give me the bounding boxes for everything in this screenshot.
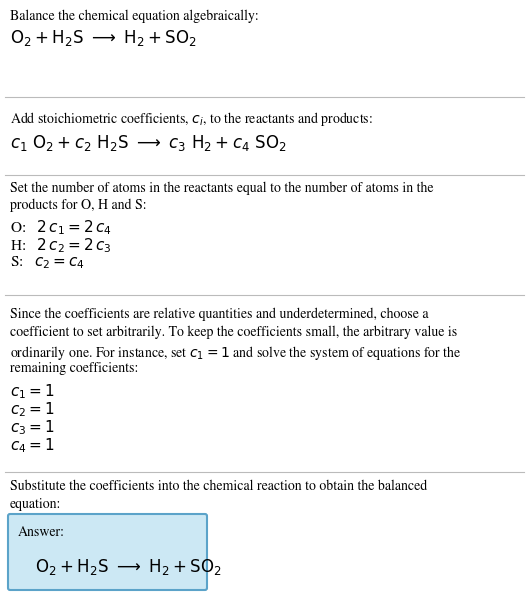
Text: $c_1 = 1$: $c_1 = 1$ [10,382,54,401]
Text: Substitute the coefficients into the chemical reaction to obtain the balanced: Substitute the coefficients into the che… [10,480,427,493]
Text: equation:: equation: [10,498,61,511]
Text: H:   $2\,c_2 = 2\,c_3$: H: $2\,c_2 = 2\,c_3$ [10,236,112,255]
Text: Add stoichiometric coefficients, $c_i$, to the reactants and products:: Add stoichiometric coefficients, $c_i$, … [10,110,373,128]
Text: Balance the chemical equation algebraically:: Balance the chemical equation algebraica… [10,10,259,24]
Text: remaining coefficients:: remaining coefficients: [10,362,139,375]
Text: $c_3 = 1$: $c_3 = 1$ [10,418,54,436]
Text: $\mathrm{O_2 + H_2S \ {\longrightarrow}\ H_2 + SO_2}$: $\mathrm{O_2 + H_2S \ {\longrightarrow}\… [10,28,197,48]
Text: $c_1\ \mathrm{O_2} + c_2\ \mathrm{H_2S} \ {\longrightarrow}\ c_3\ \mathrm{H_2} +: $c_1\ \mathrm{O_2} + c_2\ \mathrm{H_2S} … [10,133,287,153]
FancyBboxPatch shape [8,514,207,590]
Text: products for O, H and S:: products for O, H and S: [10,199,147,212]
Text: $\mathrm{O_2 + H_2S \ {\longrightarrow}\ H_2 + SO_2}$: $\mathrm{O_2 + H_2S \ {\longrightarrow}\… [35,557,222,577]
Text: S:   $c_2 = c_4$: S: $c_2 = c_4$ [10,254,85,271]
Text: ordinarily one. For instance, set $c_1 = 1$ and solve the system of equations fo: ordinarily one. For instance, set $c_1 =… [10,344,461,362]
Text: $c_2 = 1$: $c_2 = 1$ [10,400,54,419]
Text: $c_4 = 1$: $c_4 = 1$ [10,436,54,455]
Text: coefficient to set arbitrarily. To keep the coefficients small, the arbitrary va: coefficient to set arbitrarily. To keep … [10,326,457,339]
Text: Since the coefficients are relative quantities and underdetermined, choose a: Since the coefficients are relative quan… [10,308,428,321]
Text: Set the number of atoms in the reactants equal to the number of atoms in the: Set the number of atoms in the reactants… [10,182,433,195]
Text: O:   $2\,c_1 = 2\,c_4$: O: $2\,c_1 = 2\,c_4$ [10,218,112,237]
Text: Answer:: Answer: [18,526,65,540]
